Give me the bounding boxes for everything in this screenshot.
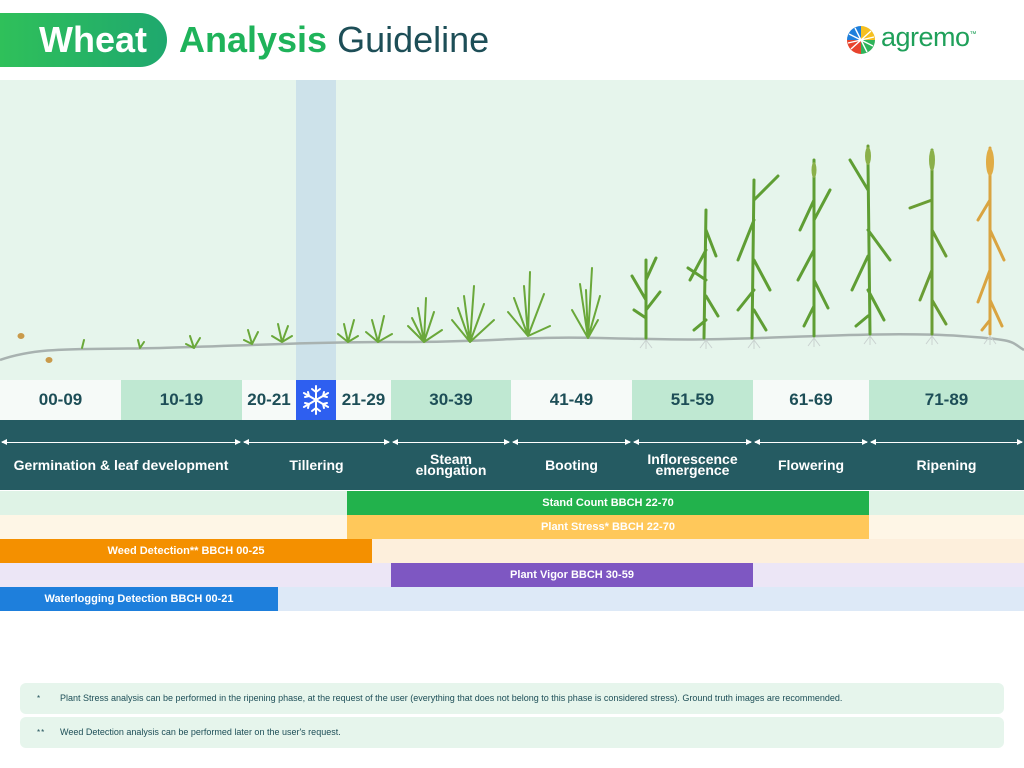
plant-stem	[736, 174, 780, 340]
analysis-bar-waterlogging: Waterlogging Detection BBCH 00-21	[0, 587, 278, 611]
plant-tuft	[451, 285, 495, 343]
analysis-row-waterlogging: Waterlogging Detection BBCH 00-21	[0, 587, 1024, 611]
sprout	[81, 339, 85, 349]
agremo-logo-icon	[847, 26, 875, 54]
stage-code: 51-59	[632, 380, 753, 420]
footnote-marker: *	[37, 694, 42, 703]
grain-head	[929, 149, 935, 171]
analysis-row-stand-count: Stand Count BBCH 22-70	[0, 491, 1024, 515]
analysis-row-plant-vigor: Plant Vigor BBCH 30-59	[0, 563, 1024, 587]
footnote-weed-detection: ** Weed Detection analysis can be perfor…	[20, 717, 1004, 748]
plant-stem	[908, 172, 948, 336]
plant-tuft	[571, 267, 601, 339]
phase-booting: Booting	[511, 420, 632, 490]
stage-code: 20-21	[247, 390, 291, 409]
logo-tm: ™	[969, 31, 977, 38]
sprout	[137, 339, 145, 349]
phase-label: Ripening	[916, 456, 977, 473]
roots	[699, 339, 713, 349]
agremo-logo: agremo™	[845, 22, 977, 56]
grain-head	[865, 147, 871, 165]
roots	[747, 339, 761, 349]
roots	[925, 335, 939, 345]
seed	[45, 357, 53, 363]
plant-stem	[686, 208, 720, 340]
analysis-row-plant-stress: Plant Stress* BBCH 22-70	[0, 515, 1024, 539]
phase-label: Flowering	[777, 456, 845, 473]
ground-line	[0, 333, 1024, 362]
phase-label: Booting	[545, 456, 598, 473]
stage-code: 41-49	[549, 390, 594, 409]
grain-head	[811, 162, 817, 178]
ripe-plant-stem	[976, 174, 1006, 336]
footnote-text: Plant Stress analysis can be performed i…	[60, 693, 843, 703]
phase-span-arrow	[870, 439, 1023, 445]
seed	[17, 333, 25, 339]
phase-label: Tillering	[289, 456, 344, 473]
sprout	[365, 315, 393, 343]
frost-marker	[296, 380, 336, 420]
roots	[639, 339, 653, 349]
phase-germination: Germination & leaf development	[0, 420, 242, 490]
snowflake-icon	[302, 385, 330, 415]
roots	[807, 337, 821, 347]
phase-stem-elongation: Steam elongation	[391, 420, 511, 490]
title-word-wheat: Wheat	[39, 19, 147, 60]
stage-code: 00-09	[38, 390, 83, 409]
phase-span-arrow	[754, 439, 868, 445]
plant-stem	[630, 256, 662, 340]
footnote-plant-stress: * Plant Stress analysis can be performed…	[20, 683, 1004, 714]
phase-label: Inflorescence emergence	[647, 451, 738, 478]
sprout	[243, 329, 259, 345]
phase-label: Steam elongation	[415, 451, 487, 478]
phase-inflorescence: Inflorescence emergence	[632, 420, 753, 490]
stage-code: 61-69	[789, 390, 833, 409]
frost-column	[296, 80, 336, 380]
phase-span-arrow	[633, 439, 752, 445]
title-pill: Wheat	[0, 13, 167, 67]
plant-growth-illustration	[0, 144, 1024, 363]
plant-tuft	[507, 271, 551, 337]
agremo-wordmark: agremo™	[881, 22, 977, 53]
phase-band: Germination & leaf development Tillering…	[0, 420, 1024, 490]
plant-tuft	[407, 297, 443, 343]
plant-stem	[848, 158, 892, 336]
analysis-bar-plant-stress: Plant Stress* BBCH 22-70	[347, 515, 869, 539]
sprout	[271, 323, 293, 343]
phase-tillering: Tillering	[242, 420, 391, 490]
stage-code: 71-89	[869, 380, 1024, 420]
analysis-bar-weed-detection: Weed Detection** BBCH 00-25	[0, 539, 372, 563]
footnote-text: Weed Detection analysis can be performed…	[60, 727, 341, 737]
analysis-row-weed-detection: Weed Detection** BBCH 00-25	[0, 539, 1024, 563]
phase-ripening: Ripening	[869, 420, 1024, 490]
logo-text: agremo	[881, 22, 970, 52]
footnote-marker: **	[37, 728, 46, 737]
sprout	[337, 319, 359, 343]
phase-span-arrow	[1, 439, 241, 445]
phase-span-arrow	[392, 439, 510, 445]
plant-stem	[796, 158, 832, 338]
stage-code-row: 00-09 10-19 20-21 21-29 30-39 41-49 51-5…	[0, 380, 1024, 420]
analysis-bar-stand-count: Stand Count BBCH 22-70	[347, 491, 869, 515]
stage-code: 21-29	[341, 390, 386, 409]
analysis-bar-plant-vigor: Plant Vigor BBCH 30-59	[391, 563, 753, 587]
roots	[863, 335, 877, 345]
phase-label: Germination & leaf development	[13, 456, 229, 473]
phase-span-arrow	[243, 439, 390, 445]
ripe-grain-head	[986, 148, 994, 176]
sprout	[185, 335, 201, 349]
phase-flowering: Flowering	[753, 420, 869, 490]
phase-span-arrow	[512, 439, 631, 445]
stage-code: 30-39	[391, 380, 511, 420]
title-rest: Analysis Guideline	[179, 19, 489, 61]
growth-scene	[0, 80, 1024, 380]
title-word-guideline: Guideline	[337, 19, 490, 60]
stage-code: 10-19	[121, 380, 242, 420]
roots	[983, 335, 997, 345]
title-word-analysis: Analysis	[179, 19, 328, 60]
